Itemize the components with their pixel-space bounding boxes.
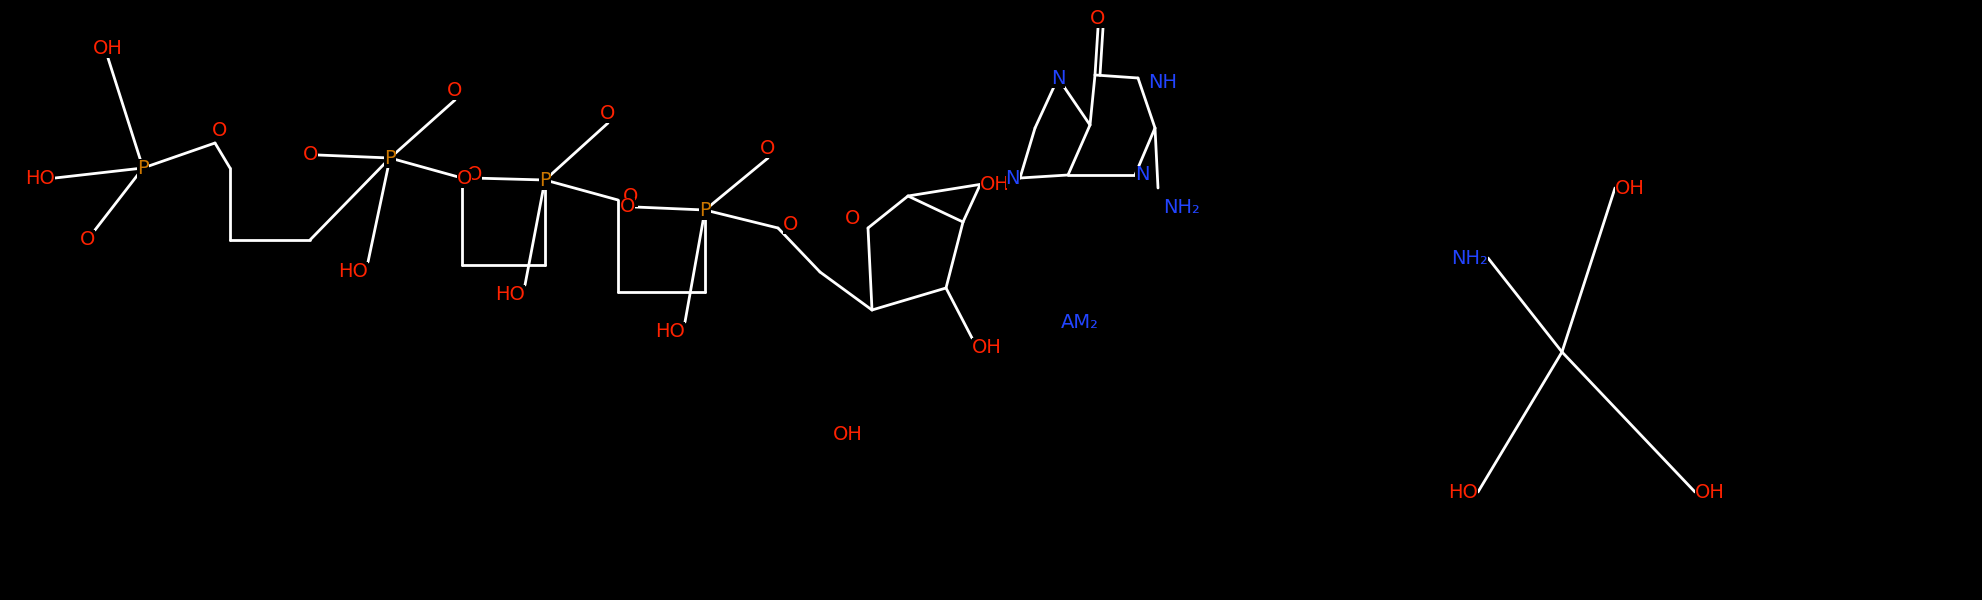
Text: P: P: [385, 148, 396, 167]
Text: O: O: [761, 139, 775, 158]
Text: HO: HO: [656, 322, 686, 341]
Text: HO: HO: [1449, 482, 1479, 502]
Text: P: P: [137, 158, 149, 178]
Text: P: P: [539, 170, 551, 190]
Text: OH: OH: [1615, 179, 1645, 197]
Text: O: O: [468, 166, 482, 185]
Text: OH: OH: [93, 39, 123, 58]
Text: O: O: [79, 230, 95, 249]
Text: O: O: [783, 214, 799, 233]
Text: N: N: [1005, 169, 1021, 187]
Text: NH₂: NH₂: [1163, 198, 1199, 217]
Text: O: O: [1090, 9, 1106, 28]
Text: HO: HO: [26, 169, 55, 187]
Text: O: O: [456, 169, 472, 187]
Text: HO: HO: [496, 285, 525, 304]
Text: O: O: [303, 145, 317, 164]
Text: OH: OH: [832, 425, 862, 445]
Text: OH: OH: [1695, 482, 1724, 502]
Text: NH₂: NH₂: [1451, 248, 1488, 268]
Text: N: N: [1050, 68, 1064, 88]
Text: AM₂: AM₂: [1060, 313, 1098, 331]
Text: O: O: [448, 81, 462, 100]
Text: HO: HO: [339, 262, 369, 281]
Text: OH: OH: [971, 338, 1001, 357]
Text: O: O: [844, 208, 860, 227]
Text: N: N: [1136, 166, 1150, 185]
Text: O: O: [620, 197, 634, 217]
Text: O: O: [622, 187, 638, 206]
Text: OH: OH: [979, 175, 1011, 194]
Text: P: P: [700, 200, 712, 220]
Text: NH: NH: [1148, 73, 1177, 92]
Text: O: O: [212, 121, 228, 140]
Text: O: O: [601, 104, 616, 123]
